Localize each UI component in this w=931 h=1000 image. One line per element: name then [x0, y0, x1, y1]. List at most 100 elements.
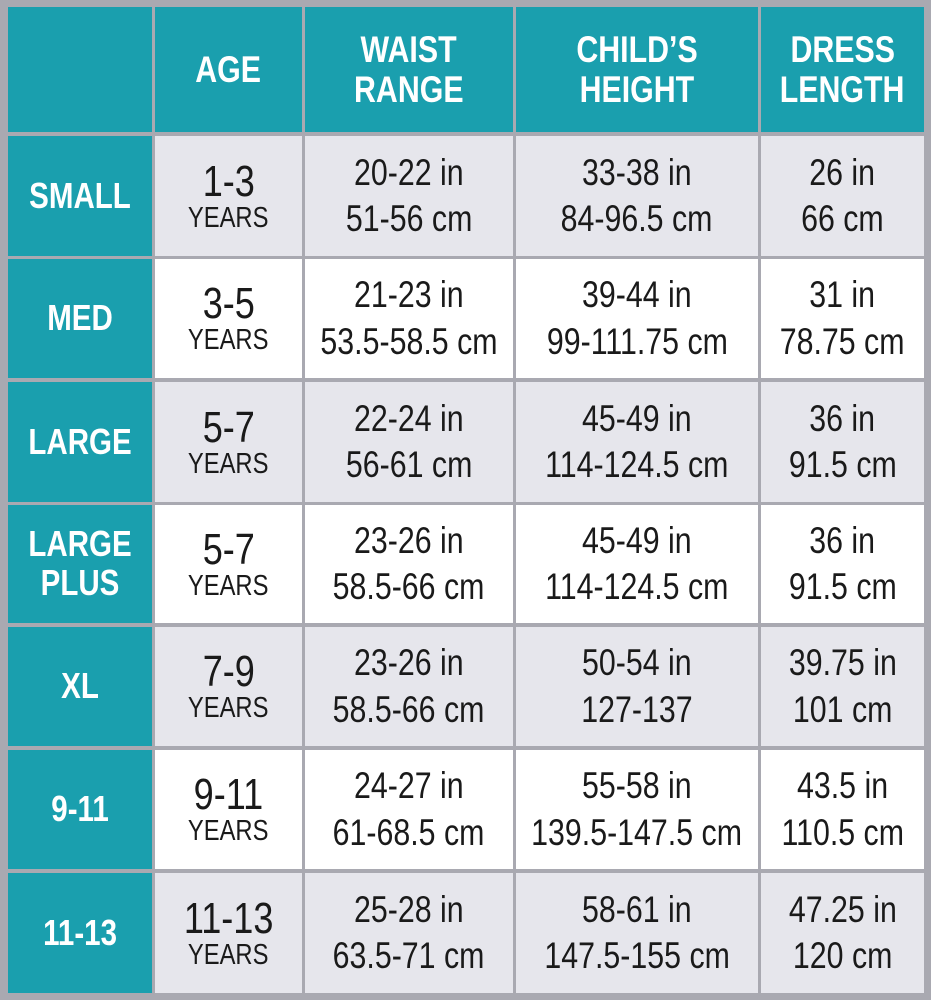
waist-value: 22-24 in [354, 397, 464, 439]
header-text: RANGE [354, 68, 464, 110]
header-text: HEIGHT [579, 68, 695, 110]
height-value: 33-38 in [582, 151, 692, 193]
length-cell: 47.25 in 120 cm [761, 873, 924, 993]
waist-value: 23-26 in [354, 519, 464, 561]
age-unit: YEARS [188, 938, 269, 971]
height-value: 55-58 in [582, 765, 692, 807]
corner-cell [8, 7, 152, 132]
length-value: 66 cm [801, 198, 884, 239]
waist-cell: 23-26 in 58.5-66 cm [305, 505, 513, 623]
header-cell: DRESS LENGTH [761, 7, 924, 132]
length-value: 91.5 cm [788, 566, 897, 607]
length-value: 43.5 in [796, 765, 889, 807]
waist-value: 20-22 in [354, 151, 464, 193]
length-cell: 26 in 66 cm [761, 136, 924, 256]
header-text: WAIST [360, 28, 458, 70]
waist-cell: 23-26 in 58.5-66 cm [305, 627, 513, 746]
waist-value: 58.5-66 cm [333, 688, 485, 730]
height-cell: 58-61 in 147.5-155 cm [516, 873, 758, 993]
height-value: 114-124.5 cm [545, 566, 729, 607]
size-cell: LARGE PLUS [8, 505, 152, 623]
length-value: 47.25 in [788, 888, 897, 930]
height-value: 114-124.5 cm [545, 444, 729, 485]
length-value: 120 cm [792, 935, 893, 976]
header-cell: WAIST RANGE [305, 7, 513, 132]
height-value: 58-61 in [582, 888, 692, 930]
length-value: 36 in [809, 397, 876, 439]
age-cell: 9-11 YEARS [155, 750, 302, 869]
size-cell: LARGE [8, 382, 152, 502]
waist-cell: 22-24 in 56-61 cm [305, 382, 513, 502]
height-cell: 39-44 in 99-111.75 cm [516, 259, 758, 378]
age-range: 11-13 [183, 893, 274, 943]
size-label: 9-11 [51, 788, 109, 830]
length-value: 26 in [809, 151, 876, 193]
height-value: 139.5-147.5 cm [531, 811, 743, 853]
size-cell: SMALL [8, 136, 152, 256]
length-cell: 31 in 78.75 cm [761, 259, 924, 378]
size-cell: 11-13 [8, 873, 152, 993]
age-cell: 11-13 YEARS [155, 873, 302, 993]
length-value: 36 in [809, 519, 876, 561]
age-unit: YEARS [188, 692, 269, 724]
waist-value: 56-61 cm [345, 444, 473, 485]
size-label: PLUS [40, 562, 120, 603]
height-value: 99-111.75 cm [546, 320, 728, 362]
length-cell: 36 in 91.5 cm [761, 382, 924, 502]
waist-value: 21-23 in [354, 274, 464, 316]
height-cell: 55-58 in 139.5-147.5 cm [516, 750, 758, 869]
waist-value: 51-56 cm [345, 198, 473, 239]
waist-value: 53.5-58.5 cm [320, 320, 498, 362]
length-value: 91.5 cm [788, 444, 897, 485]
waist-cell: 20-22 in 51-56 cm [305, 136, 513, 256]
age-unit: YEARS [188, 201, 269, 234]
height-cell: 45-49 in 114-124.5 cm [516, 382, 758, 502]
waist-value: 24-27 in [354, 765, 464, 807]
height-value: 127-137 [581, 688, 693, 730]
age-range: 7-9 [202, 647, 255, 696]
height-value: 50-54 in [582, 642, 692, 684]
age-cell: 1-3 YEARS [155, 136, 302, 256]
waist-value: 61-68.5 cm [333, 811, 485, 853]
waist-value: 58.5-66 cm [333, 566, 485, 607]
age-cell: 7-9 YEARS [155, 627, 302, 746]
age-range: 3-5 [202, 279, 255, 328]
height-value: 147.5-155 cm [544, 935, 730, 976]
size-label: 11-13 [43, 911, 117, 953]
age-unit: YEARS [188, 447, 269, 480]
length-value: 31 in [809, 274, 876, 316]
size-label: MED [47, 297, 113, 339]
height-cell: 50-54 in 127-137 [516, 627, 758, 746]
length-value: 78.75 cm [780, 320, 905, 362]
size-label: LARGE [28, 420, 132, 462]
age-range: 9-11 [193, 770, 264, 819]
header-cell: AGE [155, 7, 302, 132]
header-text: DRESS [790, 28, 895, 70]
waist-value: 23-26 in [354, 642, 464, 684]
waist-value: 63.5-71 cm [333, 935, 485, 976]
height-value: 45-49 in [582, 397, 692, 439]
size-cell: XL [8, 627, 152, 746]
waist-value: 25-28 in [354, 888, 464, 930]
size-label: LARGE [28, 523, 132, 565]
length-value: 101 cm [792, 688, 893, 730]
length-cell: 39.75 in 101 cm [761, 627, 924, 746]
header-text: AGE [195, 48, 262, 90]
waist-cell: 24-27 in 61-68.5 cm [305, 750, 513, 869]
length-cell: 36 in 91.5 cm [761, 505, 924, 623]
size-label: SMALL [29, 174, 131, 216]
length-value: 110.5 cm [781, 811, 904, 853]
age-unit: YEARS [188, 815, 269, 847]
height-cell: 33-38 in 84-96.5 cm [516, 136, 758, 256]
age-cell: 5-7 YEARS [155, 382, 302, 502]
height-cell: 45-49 in 114-124.5 cm [516, 505, 758, 623]
length-value: 39.75 in [788, 642, 897, 684]
height-value: 39-44 in [582, 274, 692, 316]
age-range: 5-7 [202, 524, 255, 574]
length-cell: 43.5 in 110.5 cm [761, 750, 924, 869]
height-value: 84-96.5 cm [561, 198, 713, 239]
height-value: 45-49 in [582, 519, 692, 561]
age-unit: YEARS [188, 324, 269, 356]
